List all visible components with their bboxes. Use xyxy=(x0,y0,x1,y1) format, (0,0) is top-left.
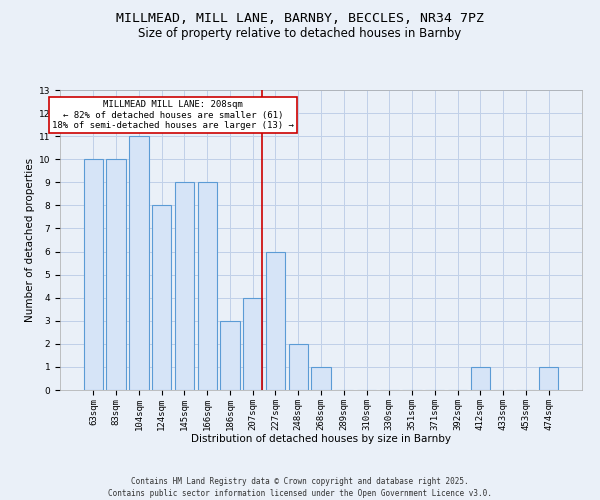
Text: Contains HM Land Registry data © Crown copyright and database right 2025.
Contai: Contains HM Land Registry data © Crown c… xyxy=(108,476,492,498)
Text: MILLMEAD, MILL LANE, BARNBY, BECCLES, NR34 7PZ: MILLMEAD, MILL LANE, BARNBY, BECCLES, NR… xyxy=(116,12,484,26)
Bar xyxy=(220,321,239,390)
Text: Size of property relative to detached houses in Barnby: Size of property relative to detached ho… xyxy=(139,28,461,40)
X-axis label: Distribution of detached houses by size in Barnby: Distribution of detached houses by size … xyxy=(191,434,451,444)
Bar xyxy=(243,298,262,390)
Bar xyxy=(84,159,103,390)
Bar xyxy=(175,182,194,390)
Bar xyxy=(266,252,285,390)
Bar xyxy=(311,367,331,390)
Bar xyxy=(539,367,558,390)
Bar xyxy=(152,206,172,390)
Bar xyxy=(106,159,126,390)
Bar xyxy=(129,136,149,390)
Text: MILLMEAD MILL LANE: 208sqm
← 82% of detached houses are smaller (61)
18% of semi: MILLMEAD MILL LANE: 208sqm ← 82% of deta… xyxy=(52,100,294,130)
Bar xyxy=(289,344,308,390)
Bar xyxy=(197,182,217,390)
Y-axis label: Number of detached properties: Number of detached properties xyxy=(25,158,35,322)
Bar xyxy=(470,367,490,390)
